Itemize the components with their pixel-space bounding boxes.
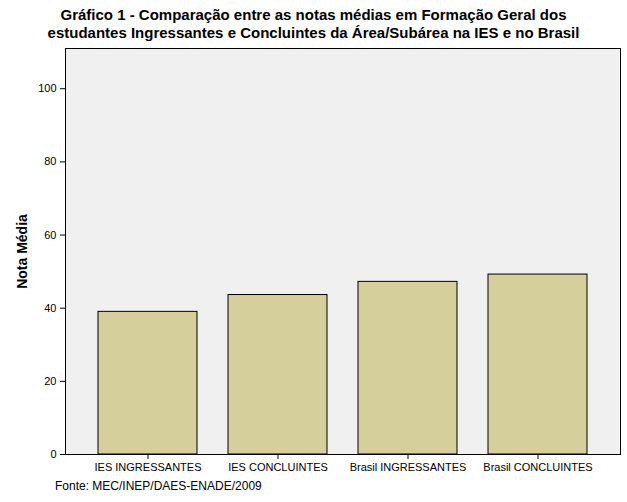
svg-text:0: 0 (50, 448, 56, 460)
svg-text:20: 20 (44, 375, 56, 387)
svg-text:100: 100 (38, 82, 56, 94)
svg-text:80: 80 (44, 155, 56, 167)
svg-text:Brasil INGRESSANTES: Brasil INGRESSANTES (350, 461, 467, 473)
svg-text:40: 40 (44, 302, 56, 314)
svg-text:60: 60 (44, 229, 56, 241)
svg-text:IES CONCLUINTES: IES CONCLUINTES (228, 461, 328, 473)
html-text:Gráfico 1 - Comparação entre a: Gráfico 1 - Comparação entre as notas mé… (47, 6, 580, 41)
svg-text:Brasil CONCLUINTES: Brasil CONCLUINTES (483, 461, 592, 473)
html-text:Fonte: MEC/INEP/DAES-ENADE/200: Fonte: MEC/INEP/DAES-ENADE/2009 (55, 479, 262, 493)
svg-text:IES INGRESSANTES: IES INGRESSANTES (95, 461, 202, 473)
svg-text:Nota Média: Nota Média (14, 214, 30, 289)
